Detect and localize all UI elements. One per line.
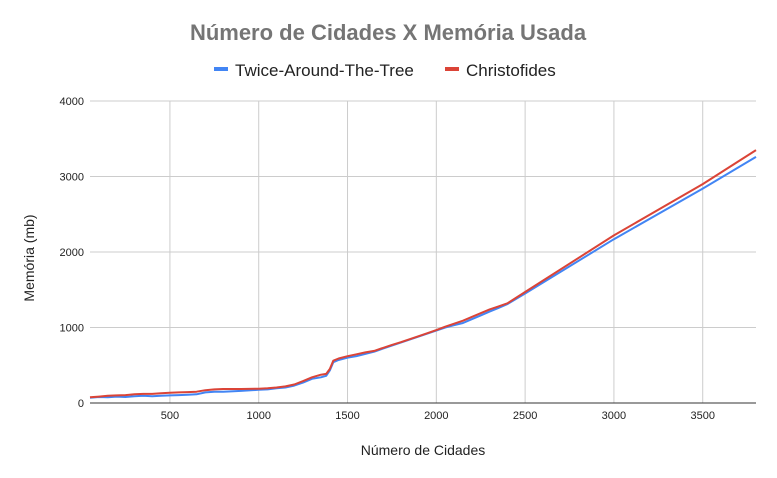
legend: Twice-Around-The-Tree Christofides [214,61,556,80]
x-tick-labels: 500 1000 1500 2000 2500 3000 3500 [161,410,715,422]
x-tick-label: 3500 [690,410,714,422]
x-tick-label: 1500 [335,410,359,422]
x-tick-label: 500 [161,410,179,422]
x-tick-label: 2000 [424,410,448,422]
y-tick-label: 2000 [60,247,84,259]
legend-swatch-twice-around-the-tree [214,67,228,71]
y-tick-label: 1000 [60,323,84,335]
y-tick-label: 4000 [60,96,84,108]
x-axis-label: Número de Cidades [361,442,486,458]
legend-label-twice-around-the-tree: Twice-Around-The-Tree [235,61,414,80]
chart-title: Número de Cidades X Memória Usada [190,20,587,45]
x-tick-label: 2500 [513,410,537,422]
legend-label-christofides: Christofides [466,61,556,80]
series-line-christofides [89,149,757,399]
y-tick-labels: 0 1000 2000 3000 4000 [60,96,84,410]
series-lines [89,149,757,399]
y-tick-label: 3000 [60,172,84,184]
grid [90,100,756,403]
x-tick-label: 1000 [246,410,270,422]
series-line-twice-around-the-tree [89,156,757,399]
legend-swatch-christofides [445,67,459,71]
y-axis-label: Memória (mb) [21,214,37,301]
x-tick-label: 3000 [602,410,626,422]
y-tick-label: 0 [78,398,84,410]
